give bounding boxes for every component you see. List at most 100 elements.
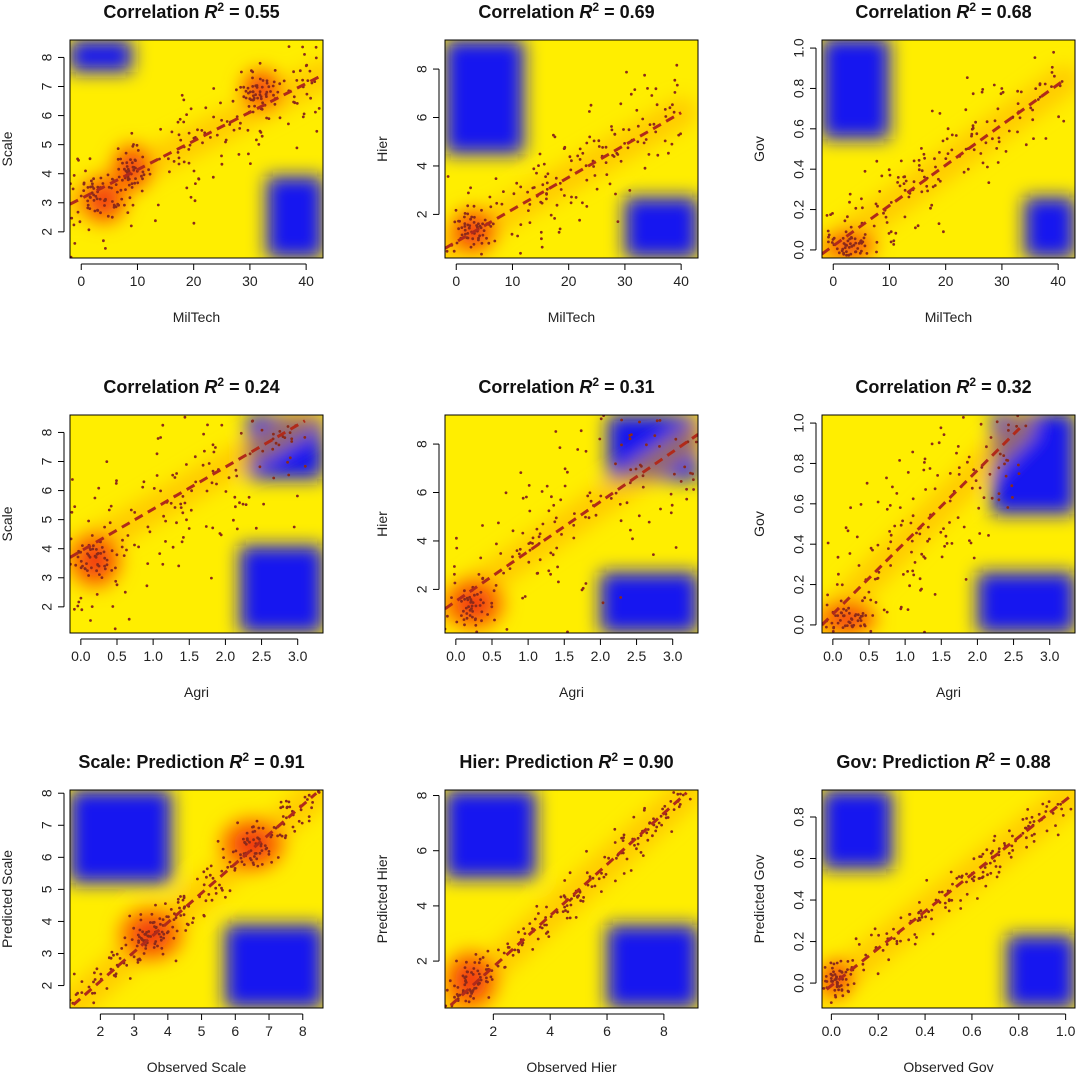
data-point <box>190 489 194 493</box>
data-point <box>471 973 475 976</box>
data-point <box>537 164 540 168</box>
data-point <box>117 203 120 207</box>
data-point <box>896 176 900 179</box>
data-point <box>558 446 562 449</box>
data-point <box>907 195 911 199</box>
data-point <box>164 540 167 543</box>
title-r2-value: 0.69 <box>620 2 655 22</box>
data-point <box>192 221 196 225</box>
data-point <box>889 201 893 204</box>
data-point <box>840 971 844 974</box>
data-point <box>303 436 307 439</box>
data-point <box>1015 424 1018 428</box>
data-point <box>979 152 983 155</box>
data-point <box>464 999 468 1003</box>
data-point <box>103 564 106 568</box>
data-point <box>829 213 832 217</box>
data-point <box>251 90 255 94</box>
data-point <box>545 192 548 196</box>
data-point <box>887 547 890 550</box>
data-point <box>209 136 212 139</box>
data-point <box>934 165 937 169</box>
data-point <box>853 614 857 618</box>
data-point <box>570 195 573 199</box>
data-point <box>228 889 232 893</box>
data-point <box>892 243 896 246</box>
x-tick-label: 10 <box>882 273 898 289</box>
data-point <box>121 538 124 542</box>
data-point <box>850 624 854 628</box>
data-point <box>205 875 208 879</box>
data-point <box>559 895 563 899</box>
data-point <box>462 618 466 621</box>
data-point <box>597 139 601 143</box>
data-point <box>152 487 156 490</box>
data-point <box>670 142 674 146</box>
data-point <box>891 485 894 489</box>
data-point <box>487 241 491 245</box>
data-point <box>166 930 170 934</box>
data-point <box>604 873 608 876</box>
data-point <box>265 79 269 83</box>
chart-title: Correlation R2 = 0.24 <box>103 375 279 397</box>
data-point <box>485 976 488 980</box>
data-point <box>130 131 134 135</box>
data-point <box>238 126 242 130</box>
data-point <box>196 877 199 881</box>
data-point <box>874 202 878 206</box>
data-point <box>278 116 282 120</box>
data-point <box>1025 845 1028 849</box>
data-point <box>242 863 246 866</box>
data-point <box>551 553 555 557</box>
data-point <box>981 161 985 165</box>
data-point <box>249 858 253 862</box>
data-point <box>1034 87 1038 90</box>
data-point <box>847 246 851 249</box>
data-point <box>992 83 996 87</box>
data-point <box>637 514 641 518</box>
data-point <box>460 599 463 603</box>
data-point <box>875 159 879 163</box>
y-tick-label: 1.0 <box>791 38 807 58</box>
data-point <box>245 831 249 835</box>
data-point <box>156 944 159 948</box>
data-point <box>554 516 558 520</box>
data-point <box>876 972 880 976</box>
data-point <box>670 503 674 507</box>
data-point <box>472 997 475 1000</box>
data-point <box>645 831 649 835</box>
title-r-symbol: R <box>204 377 217 397</box>
data-point <box>1050 65 1054 69</box>
data-point <box>247 495 251 499</box>
x-tick-label: 1.0 <box>1056 1023 1076 1039</box>
data-point <box>846 239 850 243</box>
data-point <box>124 943 128 947</box>
data-point <box>532 167 536 171</box>
data-point <box>660 823 663 827</box>
data-point <box>909 521 913 525</box>
data-point <box>182 120 186 124</box>
data-point <box>663 804 667 808</box>
low-density-zone <box>225 924 323 1008</box>
data-point <box>179 914 183 917</box>
data-point <box>480 241 484 245</box>
data-point <box>892 927 895 931</box>
data-point <box>176 151 180 154</box>
data-point <box>861 614 864 618</box>
data-point <box>202 432 206 436</box>
data-point <box>673 78 677 82</box>
regression-line <box>445 111 682 250</box>
data-point <box>158 157 161 161</box>
title-superscript: 2 <box>592 375 599 389</box>
data-point <box>220 869 224 873</box>
data-point <box>692 488 695 491</box>
data-point <box>939 530 943 534</box>
data-point <box>455 620 459 624</box>
data-point <box>541 183 545 187</box>
data-point <box>827 240 830 244</box>
data-point <box>964 578 968 581</box>
data-point <box>133 543 136 547</box>
x-tick-label: 1.5 <box>555 648 575 664</box>
data-point <box>143 932 147 936</box>
data-point <box>248 90 252 94</box>
